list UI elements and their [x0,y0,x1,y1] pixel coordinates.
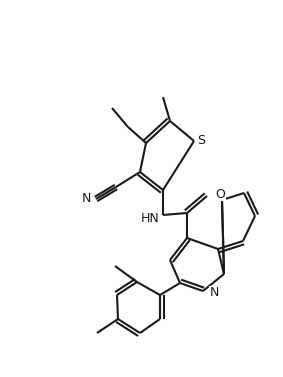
Text: O: O [215,187,225,201]
Text: N: N [210,287,219,299]
Text: HN: HN [141,211,160,224]
Text: N: N [82,193,91,205]
Text: S: S [197,133,205,147]
